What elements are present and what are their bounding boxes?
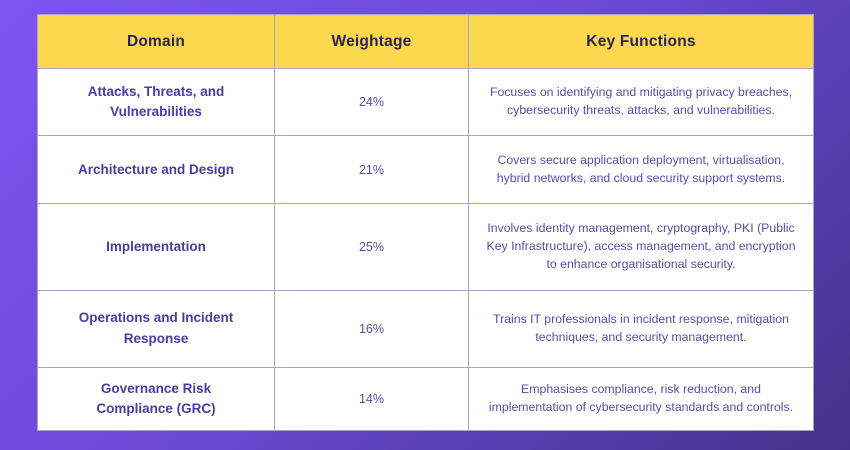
weightage-cell: 24% <box>274 67 469 137</box>
header-cell-key-functions: Key Functions <box>468 14 814 69</box>
weightage-cell: 16% <box>274 289 469 368</box>
key-functions-cell: Involves identity management, cryptograp… <box>468 203 814 291</box>
key-functions-cell: Trains IT professionals in incident resp… <box>468 289 814 368</box>
key-functions-cell: Covers secure application deployment, vi… <box>468 135 814 205</box>
weightage-cell: 25% <box>274 203 469 291</box>
weightage-table-container: Domain Weightage Key Functions Attacks, … <box>37 14 814 432</box>
header-cell-domain: Domain <box>37 14 275 69</box>
key-functions-cell: Focuses on identifying and mitigating pr… <box>468 67 814 137</box>
domain-cell: Governance Risk Compliance (GRC) <box>37 366 275 432</box>
weightage-cell: 21% <box>274 135 469 205</box>
table-row: Operations and Incident Response 16% Tra… <box>37 289 814 368</box>
weightage-cell: 14% <box>274 366 469 432</box>
domain-cell: Attacks, Threats, and Vulnerabilities <box>37 67 275 137</box>
table-row: Governance Risk Compliance (GRC) 14% Emp… <box>37 366 814 432</box>
weightage-table: Domain Weightage Key Functions Attacks, … <box>37 14 814 432</box>
table-row: Attacks, Threats, and Vulnerabilities 24… <box>37 67 814 137</box>
domain-cell: Implementation <box>37 203 275 291</box>
table-row: Implementation 25% Involves identity man… <box>37 203 814 291</box>
table-row: Architecture and Design 21% Covers secur… <box>37 135 814 205</box>
domain-cell: Architecture and Design <box>37 135 275 205</box>
header-row: Domain Weightage Key Functions <box>37 14 814 69</box>
key-functions-cell: Emphasises compliance, risk reduction, a… <box>468 366 814 432</box>
header-cell-weightage: Weightage <box>274 14 469 69</box>
domain-cell: Operations and Incident Response <box>37 289 275 368</box>
